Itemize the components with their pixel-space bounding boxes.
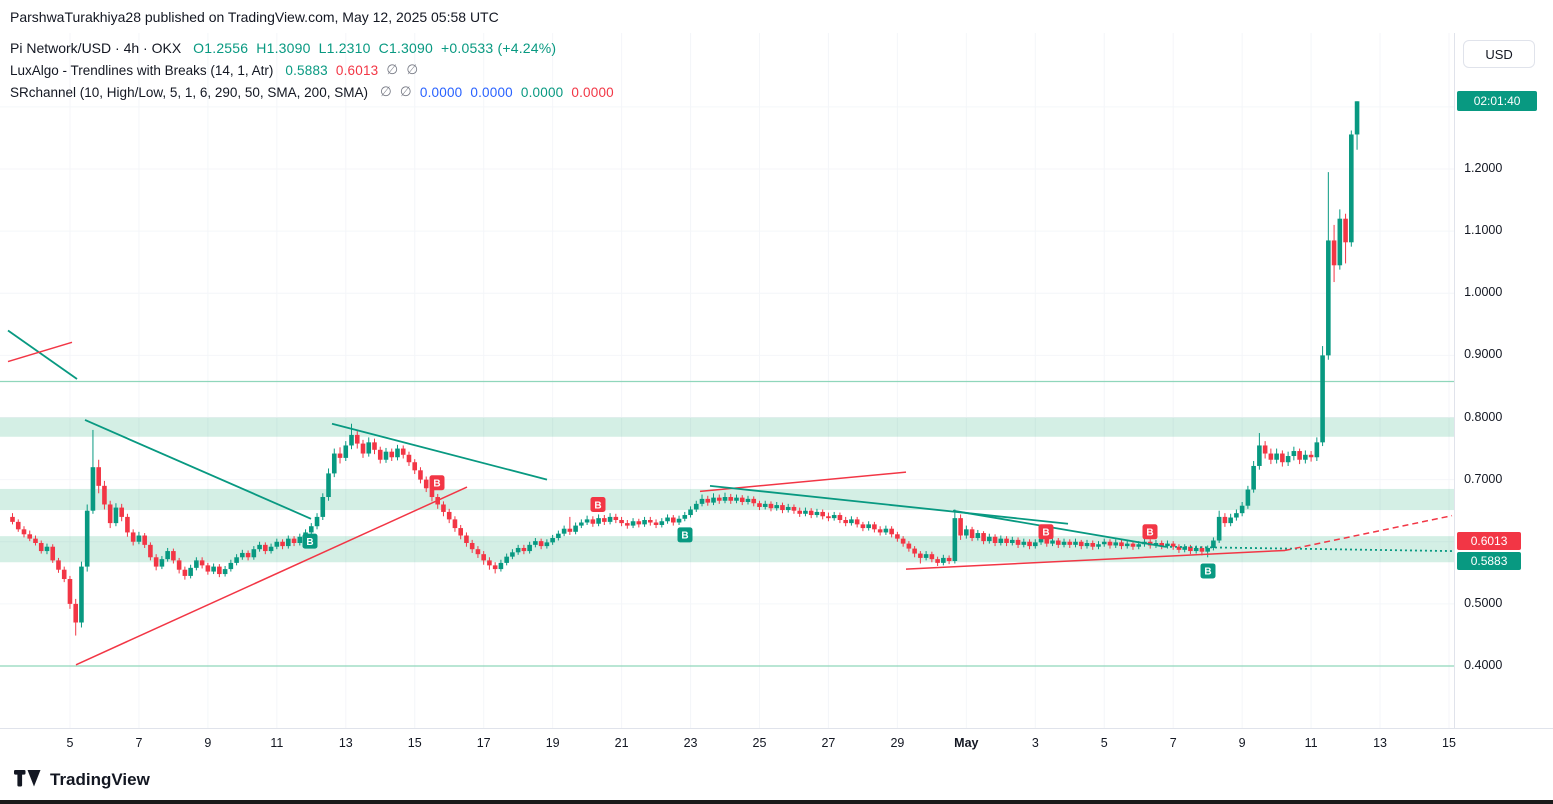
publish-info: ParshwaTurakhiya28 published on TradingV… — [10, 8, 499, 25]
time-tick-label: 7 — [1169, 736, 1177, 750]
indicator-value: ∅ — [406, 62, 419, 77]
price-tick-label: 0.8000 — [1464, 409, 1503, 424]
trendline — [7, 341, 73, 363]
upper-trendline-price-badge: 0.6013 — [1457, 531, 1522, 550]
time-axis[interactable]: 5 7 9 11 13 15 17 19 21 23 25 27 29 May 3 5 7 9 11 13 15 — [0, 728, 1553, 759]
indicator-value: 0.0000 — [520, 84, 564, 100]
close-value: C1.3090 — [378, 40, 433, 56]
price-axis[interactable]: USD 1.2000 1.1000 1.0000 0.9000 0.8000 0.7000… — [1454, 33, 1553, 728]
price-tick-label: 1.0000 — [1464, 285, 1503, 300]
trendline — [84, 419, 312, 520]
trendline — [709, 484, 1069, 525]
trendline — [7, 329, 78, 380]
indicator-value: 0.0000 — [571, 84, 614, 100]
candles-layer[interactable] — [10, 101, 1360, 636]
svg-text:B: B — [1042, 528, 1049, 539]
indicator-value: 0.0000 — [419, 84, 463, 100]
trendlines-layer[interactable] — [7, 329, 1453, 666]
time-tick-label: 11 — [1304, 736, 1318, 750]
time-tick-label: 9 — [204, 736, 212, 750]
indicator-legend-row-luxalgo[interactable]: LuxAlgo - Trendlines with Breaks (14, 1,… — [10, 60, 614, 80]
svg-text:B: B — [306, 537, 313, 548]
svg-text:B: B — [433, 479, 440, 490]
footer: TradingView — [0, 759, 1553, 800]
price-tick-label: 0.4000 — [1464, 658, 1503, 672]
time-tick-label: 13 — [338, 736, 353, 750]
indicator-value: ∅ — [399, 84, 412, 99]
time-tick-label: May — [954, 736, 979, 750]
bar-countdown-badge: 02:01:40 — [1457, 91, 1538, 112]
publish-bar: ParshwaTurakhiya28 published on TradingV… — [0, 0, 1553, 33]
indicator-value: 0.6013 — [335, 62, 379, 78]
break-marker — [429, 475, 445, 491]
svg-text:B: B — [594, 500, 601, 511]
change-value: +0.0533 (+4.24%) — [441, 40, 557, 56]
indicator-title-luxalgo[interactable]: LuxAlgo - Trendlines with Breaks (14, 1,… — [10, 62, 274, 78]
svg-text:B: B — [681, 531, 688, 542]
indicator-value: 0.0000 — [470, 84, 513, 100]
time-tick-label: 15 — [1442, 736, 1456, 750]
price-tick-label: 1.2000 — [1464, 161, 1503, 175]
price-tick-label: 0.7000 — [1464, 471, 1503, 486]
tradingview-logo[interactable] — [14, 770, 41, 789]
time-tick-label: 25 — [752, 736, 767, 750]
price-tick-label: 0.5000 — [1464, 595, 1503, 610]
price-tick-label: 0.9000 — [1464, 347, 1503, 362]
svg-text:B: B — [1204, 567, 1211, 578]
high-value: H1.3090 — [256, 40, 311, 56]
break-marker — [1038, 524, 1054, 540]
chart-pane[interactable]: B B B B B B B Pi Network/USD · 4h · OKX O1.255… — [0, 33, 1455, 728]
trendline — [331, 422, 548, 481]
grid-layer — [0, 33, 1455, 728]
time-tick-label: 5 — [1100, 736, 1108, 750]
currency-button[interactable]: USD — [1463, 40, 1536, 68]
time-tick-label: 15 — [407, 736, 422, 750]
trendline — [1284, 514, 1453, 552]
trendline — [75, 486, 468, 666]
trendline — [905, 549, 1286, 570]
legend: Pi Network/USD · 4h · OKX O1.2556 H1.309… — [10, 38, 614, 102]
trendline — [952, 509, 1166, 548]
time-tick-label: 17 — [476, 736, 491, 750]
low-value: L1.2310 — [318, 40, 371, 56]
break-marker — [677, 527, 693, 543]
window-edge — [0, 800, 1553, 804]
symbol-legend-row[interactable]: Pi Network/USD · 4h · OKX O1.2556 H1.309… — [10, 38, 614, 58]
indicator-title-srchannel[interactable]: SRchannel (10, High/Low, 5, 1, 6, 290, 5… — [10, 84, 368, 100]
time-tick-label: 9 — [1238, 736, 1246, 750]
time-tick-label: 23 — [683, 736, 698, 750]
break-marker — [302, 533, 318, 549]
break-marker — [590, 496, 606, 512]
time-tick-label: 29 — [890, 736, 905, 750]
time-tick-label: 3 — [1031, 736, 1039, 750]
time-tick-label: 11 — [270, 736, 284, 750]
indicator-value: ∅ — [379, 84, 392, 99]
symbol-title[interactable]: Pi Network/USD · 4h · OKX — [10, 40, 182, 56]
break-marker — [1200, 563, 1216, 579]
time-tick-label: 27 — [821, 736, 836, 750]
break-marker — [1142, 524, 1158, 540]
sr-zones-layer — [0, 380, 1455, 667]
tradingview-brand[interactable]: TradingView — [50, 769, 150, 789]
chart-area: B B B B B B B Pi Network/USD · 4h · OKX O1.255… — [0, 33, 1553, 728]
time-tick-label: 13 — [1373, 736, 1387, 750]
break-markers-layer: B B B B B B B — [302, 475, 1216, 579]
indicator-legend-row-srchannel[interactable]: SRchannel (10, High/Low, 5, 1, 6, 290, 5… — [10, 82, 614, 102]
time-tick-label: 7 — [135, 736, 143, 750]
time-tick-label: 21 — [614, 736, 629, 750]
indicator-value: 0.5883 — [285, 62, 328, 78]
lower-trendline-price-badge: 0.5883 — [1457, 551, 1522, 570]
time-tick-label: 5 — [66, 736, 74, 750]
time-tick-label: 19 — [545, 736, 560, 750]
open-value: O1.2556 — [193, 40, 249, 56]
price-chart[interactable]: B B B B B B B — [0, 33, 1455, 728]
price-tick-label: 1.1000 — [1464, 223, 1503, 238]
svg-text:B: B — [1146, 528, 1153, 539]
indicator-value: ∅ — [386, 62, 399, 77]
